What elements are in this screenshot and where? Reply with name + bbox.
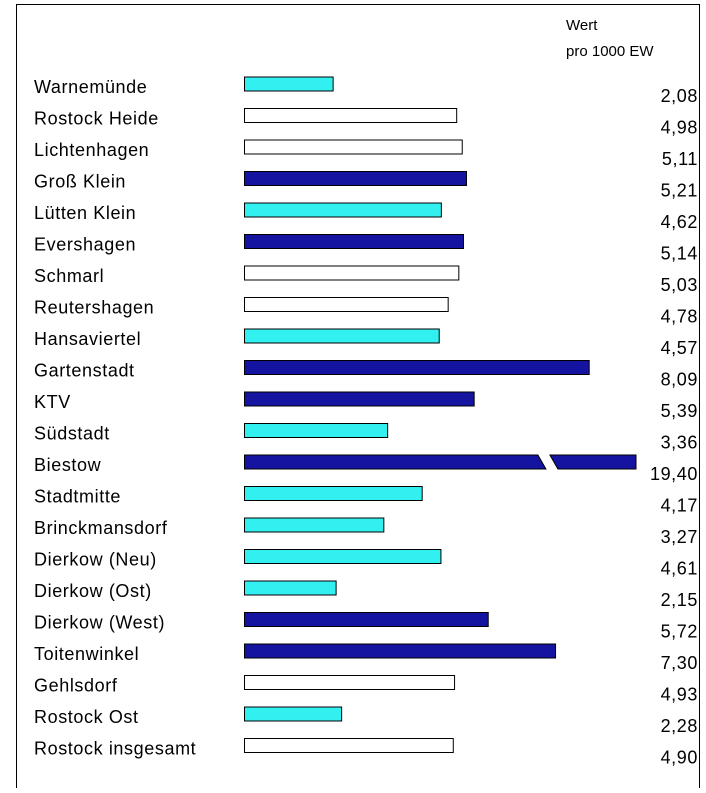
value-label: 3,36 xyxy=(661,433,698,453)
category-label: Rostock insgesamt xyxy=(34,739,196,759)
value-label: 5,11 xyxy=(662,149,698,169)
bar xyxy=(244,234,465,249)
category-label: Groß Klein xyxy=(34,172,126,192)
value-label: 5,21 xyxy=(661,181,698,201)
bar xyxy=(244,643,557,659)
bar xyxy=(244,612,489,627)
bar xyxy=(244,549,442,564)
bar xyxy=(244,738,454,753)
category-label: Toitenwinkel xyxy=(34,644,139,664)
value-label: 5,72 xyxy=(661,622,698,642)
value-label: 5,14 xyxy=(661,244,698,264)
category-label: Stadtmitte xyxy=(34,487,121,507)
bar xyxy=(244,580,337,596)
value-label: 4,17 xyxy=(661,496,698,516)
value-label: 4,61 xyxy=(661,559,698,579)
category-label: Hansaviertel xyxy=(34,329,141,349)
category-label: Reutershagen xyxy=(34,298,154,318)
value-label: 8,09 xyxy=(661,370,698,390)
value-label: 5,39 xyxy=(661,401,698,421)
value-label: 4,62 xyxy=(661,212,698,232)
value-label: 5,03 xyxy=(661,275,698,295)
category-label: Warnemünde xyxy=(34,77,147,97)
category-label: Schmarl xyxy=(34,266,104,286)
value-label: 19,40 xyxy=(650,464,698,484)
category-label: Lichtenhagen xyxy=(34,140,149,160)
value-label: 2,08 xyxy=(661,86,698,106)
category-label: Brinckmansdorf xyxy=(34,518,168,538)
category-label: Gehlsdorf xyxy=(34,676,118,696)
bar xyxy=(244,454,637,470)
value-header: Wert xyxy=(566,17,598,34)
category-label: KTV xyxy=(34,392,71,412)
value-label: 3,27 xyxy=(661,527,698,547)
category-label: Dierkow (Neu) xyxy=(34,550,157,570)
category-label: Lütten Klein xyxy=(34,203,136,223)
category-label: Rostock Ost xyxy=(34,707,139,727)
bar xyxy=(244,486,423,501)
bar xyxy=(244,265,460,281)
bar xyxy=(244,297,449,312)
category-label: Gartenstadt xyxy=(34,361,135,381)
category-label: Evershagen xyxy=(34,235,136,255)
bar xyxy=(244,391,475,407)
bar xyxy=(244,171,467,186)
value-label: 4,98 xyxy=(661,118,698,138)
value-label: 4,57 xyxy=(661,338,698,358)
bar xyxy=(244,328,440,344)
bar xyxy=(244,675,456,690)
category-label: Dierkow (West) xyxy=(34,613,165,633)
frame xyxy=(16,4,700,793)
value-label: 4,78 xyxy=(661,307,698,327)
value-label: 2,15 xyxy=(661,590,698,610)
category-label: Rostock Heide xyxy=(34,109,159,129)
value-label: 4,93 xyxy=(661,685,698,705)
bar xyxy=(244,202,442,218)
category-label: Südstadt xyxy=(34,424,110,444)
bar xyxy=(244,108,458,123)
bar xyxy=(244,76,334,92)
bar xyxy=(244,517,385,533)
bar xyxy=(244,360,590,375)
value-label: 7,30 xyxy=(661,653,698,673)
category-label: Dierkow (Ost) xyxy=(34,581,152,601)
value-label: 2,28 xyxy=(661,716,698,736)
bar xyxy=(244,423,389,438)
bar xyxy=(244,706,343,722)
bar xyxy=(244,139,463,155)
value-header: pro 1000 EW xyxy=(566,43,654,60)
category-label: Biestow xyxy=(34,455,102,475)
value-label: 4,90 xyxy=(661,748,698,768)
